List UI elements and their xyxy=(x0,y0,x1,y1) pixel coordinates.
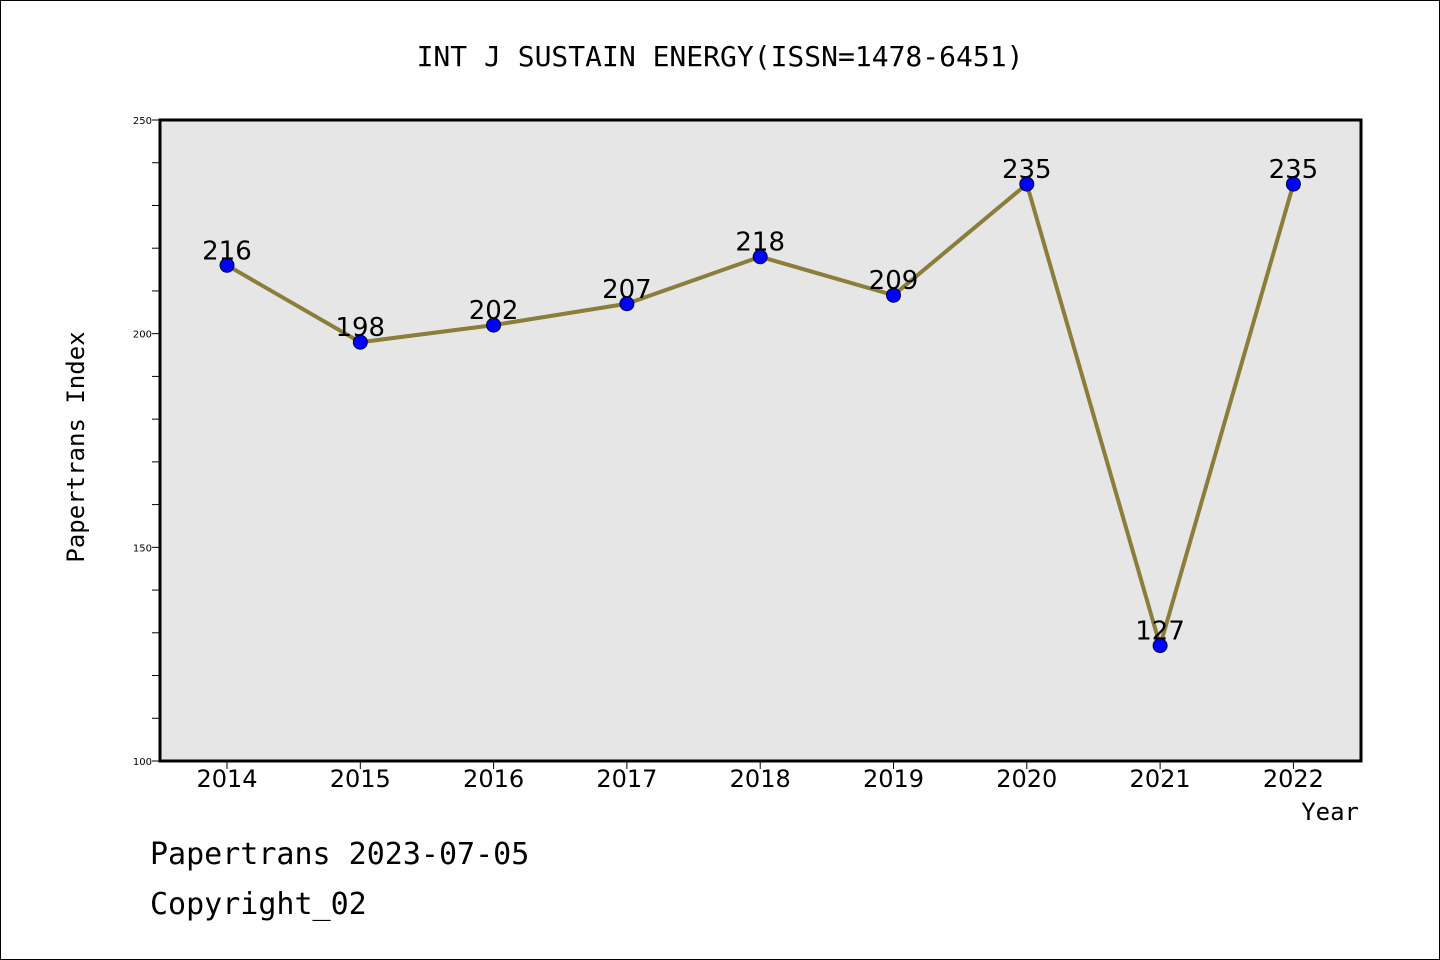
data-label: 235 xyxy=(1002,155,1052,185)
data-point xyxy=(1152,638,1168,654)
data-point xyxy=(352,334,368,350)
series-markers xyxy=(219,176,1301,654)
data-label: 198 xyxy=(335,313,385,343)
data-label: 216 xyxy=(202,236,252,266)
data-point xyxy=(1285,176,1301,192)
x-tick-label: 2016 xyxy=(463,765,524,793)
x-tick-label: 2019 xyxy=(863,765,924,793)
data-label: 202 xyxy=(469,296,519,326)
data-point xyxy=(619,296,635,312)
x-tick-label: 2018 xyxy=(730,765,791,793)
data-label: 235 xyxy=(1269,155,1319,185)
data-label: 218 xyxy=(735,228,785,258)
y-axis-ticks xyxy=(152,119,160,762)
x-axis-label: Year xyxy=(1301,798,1359,826)
y-tick-label: 100 xyxy=(133,757,152,768)
data-point xyxy=(752,249,768,265)
data-label: 209 xyxy=(869,266,919,296)
y-tick-label: 250 xyxy=(133,116,152,127)
data-point xyxy=(886,287,901,303)
data-label: 207 xyxy=(602,275,652,305)
x-axis-tick-labels: 2014 2015 2016 2017 2018 2019 2020 2021 2022 xyxy=(196,761,1324,793)
y-axis-tick-labels: 100 150 200 250 xyxy=(133,116,152,768)
x-tick-label: 2014 xyxy=(196,765,257,793)
data-point xyxy=(1019,176,1035,192)
x-tick-label: 2015 xyxy=(330,765,391,793)
chart-title: INT J SUSTAIN ENERGY(ISSN=1478-6451) xyxy=(417,40,1024,73)
x-tick-label: 2020 xyxy=(996,765,1057,793)
data-labels: 216 198 202 207 218 209 235 127 235 xyxy=(202,155,1318,647)
y-tick-label: 200 xyxy=(133,330,152,341)
y-axis-label: Papertrans Index xyxy=(62,331,90,562)
data-label: 127 xyxy=(1135,617,1185,647)
x-tick-label: 2022 xyxy=(1263,765,1324,793)
y-tick-label: 150 xyxy=(133,543,152,554)
data-point xyxy=(486,317,502,333)
x-tick-label: 2017 xyxy=(596,765,657,793)
footer-copyright: Copyright_02 xyxy=(150,887,367,922)
footer-date: Papertrans 2023-07-05 xyxy=(150,837,529,872)
plot-area xyxy=(158,118,1363,763)
x-tick-label: 2021 xyxy=(1130,765,1191,793)
data-point xyxy=(219,257,235,273)
